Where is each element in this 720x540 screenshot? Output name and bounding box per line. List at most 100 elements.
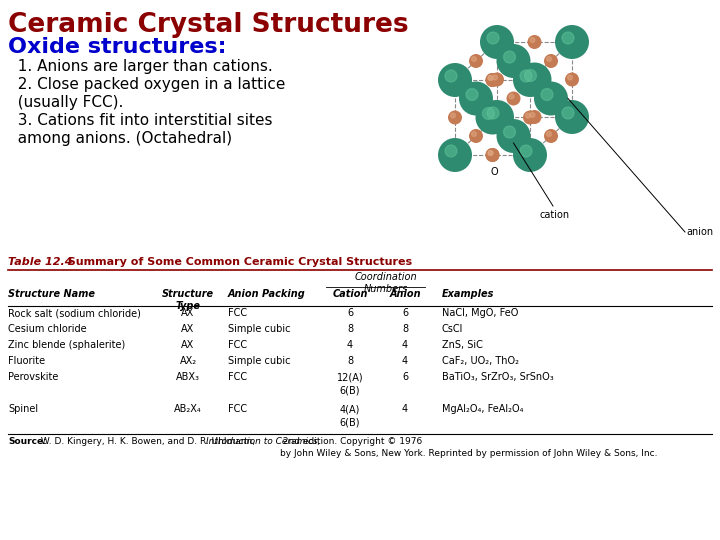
Circle shape: [544, 129, 558, 143]
Circle shape: [528, 35, 541, 49]
Text: 4: 4: [347, 340, 353, 350]
Circle shape: [513, 63, 547, 97]
Text: 8: 8: [347, 356, 353, 366]
Text: NaCl, MgO, FeO: NaCl, MgO, FeO: [442, 308, 518, 318]
Circle shape: [485, 73, 500, 87]
Text: 6: 6: [402, 308, 408, 318]
Circle shape: [475, 100, 510, 134]
Circle shape: [513, 138, 547, 172]
Circle shape: [523, 111, 537, 125]
Text: AX: AX: [181, 324, 194, 334]
Text: 4(A)
6(B): 4(A) 6(B): [340, 404, 360, 427]
Text: AB₂X₄: AB₂X₄: [174, 404, 202, 414]
Text: AX: AX: [181, 308, 194, 318]
Text: Rock salt (sodium chloride): Rock salt (sodium chloride): [8, 308, 141, 318]
Circle shape: [509, 94, 514, 99]
Circle shape: [480, 25, 514, 59]
Circle shape: [555, 25, 589, 59]
Circle shape: [525, 70, 536, 82]
Text: cation: cation: [540, 210, 570, 220]
Circle shape: [534, 82, 568, 116]
Circle shape: [520, 70, 532, 82]
Text: ABX₃: ABX₃: [176, 372, 200, 382]
Text: Summary of Some Common Ceramic Crystal Structures: Summary of Some Common Ceramic Crystal S…: [60, 257, 412, 267]
Text: W. D. Kingery, H. K. Bowen, and D. R. Uhlmann,: W. D. Kingery, H. K. Bowen, and D. R. Uh…: [38, 437, 258, 446]
Circle shape: [472, 57, 477, 62]
Text: Anion: Anion: [390, 289, 420, 299]
Text: Coordination
Numbers: Coordination Numbers: [354, 272, 417, 294]
Text: O: O: [491, 167, 498, 177]
Circle shape: [490, 72, 504, 86]
Text: Simple cubic: Simple cubic: [228, 324, 290, 334]
Text: 8: 8: [402, 324, 408, 334]
Text: Source:: Source:: [8, 437, 47, 446]
Text: Perovskite: Perovskite: [8, 372, 58, 382]
Circle shape: [530, 112, 535, 118]
Circle shape: [485, 148, 500, 162]
Text: FCC: FCC: [228, 372, 247, 382]
Circle shape: [562, 107, 574, 119]
Text: CaF₂, UO₂, ThO₂: CaF₂, UO₂, ThO₂: [442, 356, 519, 366]
Text: Zinc blende (sphalerite): Zinc blende (sphalerite): [8, 340, 125, 350]
Text: 4: 4: [402, 340, 408, 350]
Text: Cation: Cation: [332, 289, 368, 299]
Text: FCC: FCC: [228, 308, 247, 318]
Text: (usually FCC).: (usually FCC).: [8, 95, 123, 110]
Circle shape: [480, 100, 514, 134]
Circle shape: [497, 119, 531, 153]
Text: FCC: FCC: [228, 404, 247, 414]
Circle shape: [528, 110, 541, 124]
Text: MgAl₂O₄, FeAl₂O₄: MgAl₂O₄, FeAl₂O₄: [442, 404, 523, 414]
Circle shape: [448, 111, 462, 125]
Text: FCC: FCC: [228, 340, 247, 350]
Circle shape: [438, 63, 472, 97]
Text: 6: 6: [402, 372, 408, 382]
Circle shape: [567, 75, 572, 80]
Circle shape: [485, 73, 500, 87]
Circle shape: [472, 132, 477, 137]
Circle shape: [459, 82, 493, 116]
Circle shape: [485, 148, 500, 162]
Text: Simple cubic: Simple cubic: [228, 356, 290, 366]
Circle shape: [482, 107, 495, 119]
Text: 4: 4: [402, 404, 408, 414]
Circle shape: [445, 145, 457, 157]
Circle shape: [518, 63, 552, 97]
Text: 4: 4: [402, 356, 408, 366]
Text: 12(A)
6(B): 12(A) 6(B): [337, 372, 364, 395]
Circle shape: [562, 32, 574, 44]
Circle shape: [546, 57, 552, 62]
Circle shape: [469, 54, 483, 68]
Text: Spinel: Spinel: [8, 404, 38, 414]
Text: 3. Cations fit into interstitial sites: 3. Cations fit into interstitial sites: [8, 113, 272, 128]
Text: Cesium chloride: Cesium chloride: [8, 324, 86, 334]
Circle shape: [503, 51, 516, 63]
Text: 2. Close packed oxygen in a lattice: 2. Close packed oxygen in a lattice: [8, 77, 285, 92]
Circle shape: [488, 151, 493, 156]
Text: ZnS, SiC: ZnS, SiC: [442, 340, 483, 350]
Text: Examples: Examples: [442, 289, 495, 299]
Circle shape: [445, 70, 457, 82]
Text: Oxide structures:: Oxide structures:: [8, 37, 227, 57]
Text: 8: 8: [347, 324, 353, 334]
Text: Anion Packing: Anion Packing: [228, 289, 306, 299]
Text: 2nd edition. Copyright © 1976
by John Wiley & Sons, New York. Reprinted by permi: 2nd edition. Copyright © 1976 by John Wi…: [280, 437, 657, 458]
Circle shape: [451, 113, 456, 118]
Circle shape: [488, 76, 493, 80]
Text: 6: 6: [347, 308, 353, 318]
Circle shape: [488, 76, 493, 80]
Circle shape: [469, 129, 483, 143]
Circle shape: [520, 145, 532, 157]
Circle shape: [466, 89, 478, 100]
Circle shape: [503, 126, 516, 138]
Text: anion: anion: [686, 227, 713, 237]
Circle shape: [438, 138, 472, 172]
Text: BaTiO₃, SrZrO₃, SrSnO₃: BaTiO₃, SrZrO₃, SrSnO₃: [442, 372, 554, 382]
Circle shape: [526, 113, 531, 118]
Circle shape: [506, 91, 521, 105]
Text: Introduction to Ceramics,: Introduction to Ceramics,: [206, 437, 320, 446]
Circle shape: [555, 100, 589, 134]
Circle shape: [487, 32, 499, 44]
Circle shape: [544, 54, 558, 68]
Circle shape: [497, 44, 531, 78]
